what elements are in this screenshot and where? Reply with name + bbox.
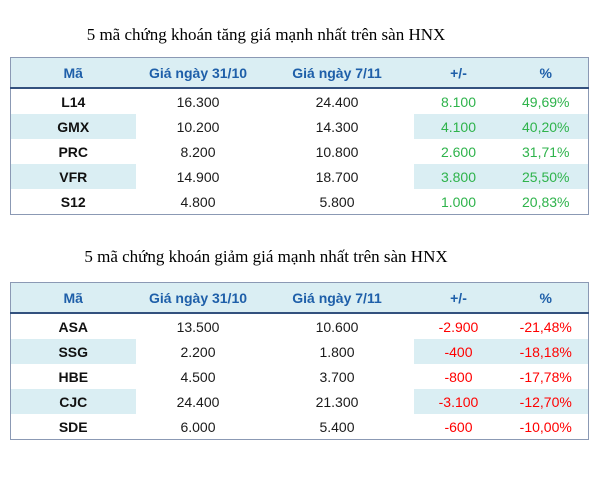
price-7-11: 1.800 [319, 343, 355, 360]
column-header-change: +/- [413, 57, 504, 89]
price-7-11: 10.800 [315, 143, 359, 160]
column-header-code: Mã [10, 57, 136, 89]
change-value: 8.100 [440, 93, 477, 110]
table-row: SSG 2.200 1.800 -400 -18,18% [10, 339, 589, 364]
column-header-percent: % [503, 57, 589, 89]
change-percent: 49,69% [522, 93, 570, 110]
stock-code: SDE [58, 418, 88, 435]
stock-code: ASA [58, 318, 89, 335]
column-header-price-31-10: Giá ngày 31/10 [135, 57, 261, 89]
column-header-price-7-11: Giá ngày 7/11 [260, 57, 414, 89]
price-7-11: 3.700 [319, 368, 355, 385]
column-header-price-31-10: Giá ngày 31/10 [135, 282, 261, 314]
table-row: HBE 4.500 3.700 -800 -17,78% [11, 364, 589, 389]
change-value: -800 [444, 368, 473, 385]
price-7-11: 21.300 [315, 393, 359, 410]
change-percent: 31,71% [522, 143, 570, 160]
table-row: VFR 14.900 18.700 3.800 25,50% [10, 164, 589, 189]
change-value: -3.100 [413, 389, 504, 414]
price-7-11: 5.400 [319, 418, 355, 435]
price-7-11: 18.700 [315, 168, 359, 185]
change-percent: -18,18% [503, 339, 589, 364]
change-value: 2.600 [440, 143, 477, 160]
stock-code: L14 [61, 93, 86, 110]
price-7-11: 5.800 [319, 193, 355, 210]
table-row: L14 16.300 24.400 8.100 49,69% [11, 88, 589, 114]
price-31-10: 16.300 [176, 93, 220, 110]
stock-code: HBE [58, 368, 89, 385]
column-header-code: Mã [10, 282, 136, 314]
column-header-change: +/- [413, 282, 504, 314]
change-percent: 25,50% [503, 164, 589, 189]
column-header-price-7-11: Giá ngày 7/11 [260, 282, 414, 314]
column-header-percent: % [503, 282, 589, 314]
change-value: 3.800 [413, 164, 504, 189]
price-31-10: 4.800 [180, 193, 216, 210]
price-31-10: 2.200 [180, 343, 216, 360]
change-percent: 20,83% [522, 193, 570, 210]
stock-code: VFR [10, 164, 136, 189]
change-percent: 40,20% [503, 114, 589, 139]
stock-code: SSG [10, 339, 136, 364]
gainers-table: Mã Giá ngày 31/10 Giá ngày 7/11 +/- % L1… [10, 57, 589, 215]
stock-code: PRC [58, 143, 89, 160]
table-row: ASA 13.500 10.600 -2.900 -21,48% [11, 313, 589, 339]
losers-table: Mã Giá ngày 31/10 Giá ngày 7/11 +/- % AS… [10, 282, 589, 440]
price-7-11: 24.400 [315, 93, 359, 110]
table-header-row: Mã Giá ngày 31/10 Giá ngày 7/11 +/- % [10, 57, 589, 89]
price-31-10: 13.500 [176, 318, 220, 335]
price-7-11: 14.300 [315, 118, 359, 135]
gainers-title: 5 mã chứng khoán tăng giá mạnh nhất trên… [86, 25, 446, 44]
table-header-row: Mã Giá ngày 31/10 Giá ngày 7/11 +/- % [10, 282, 589, 314]
stock-code: CJC [10, 389, 136, 414]
table-row: PRC 8.200 10.800 2.600 31,71% [11, 139, 589, 164]
change-percent: -10,00% [519, 418, 572, 435]
price-31-10: 14.900 [176, 168, 220, 185]
stock-code: GMX [10, 114, 136, 139]
price-31-10: 6.000 [180, 418, 216, 435]
change-value: 1.000 [440, 193, 477, 210]
change-value: -600 [444, 418, 473, 435]
table-row: GMX 10.200 14.300 4.100 40,20% [10, 114, 589, 139]
table-row: S12 4.800 5.800 1.000 20,83% [11, 189, 589, 215]
change-percent: -17,78% [519, 368, 572, 385]
change-percent: -12,70% [503, 389, 589, 414]
change-value: -400 [413, 339, 504, 364]
losers-title: 5 mã chứng khoán giảm giá mạnh nhất trên… [84, 247, 448, 266]
price-7-11: 10.600 [315, 318, 359, 335]
change-value: 4.100 [413, 114, 504, 139]
stock-code: S12 [60, 193, 86, 210]
change-value: -2.900 [438, 318, 479, 335]
price-31-10: 8.200 [180, 143, 216, 160]
table-row: CJC 24.400 21.300 -3.100 -12,70% [10, 389, 589, 414]
price-31-10: 24.400 [176, 393, 220, 410]
table-row: SDE 6.000 5.400 -600 -10,00% [11, 414, 589, 440]
change-percent: -21,48% [519, 318, 572, 335]
price-31-10: 4.500 [180, 368, 216, 385]
price-31-10: 10.200 [176, 118, 220, 135]
